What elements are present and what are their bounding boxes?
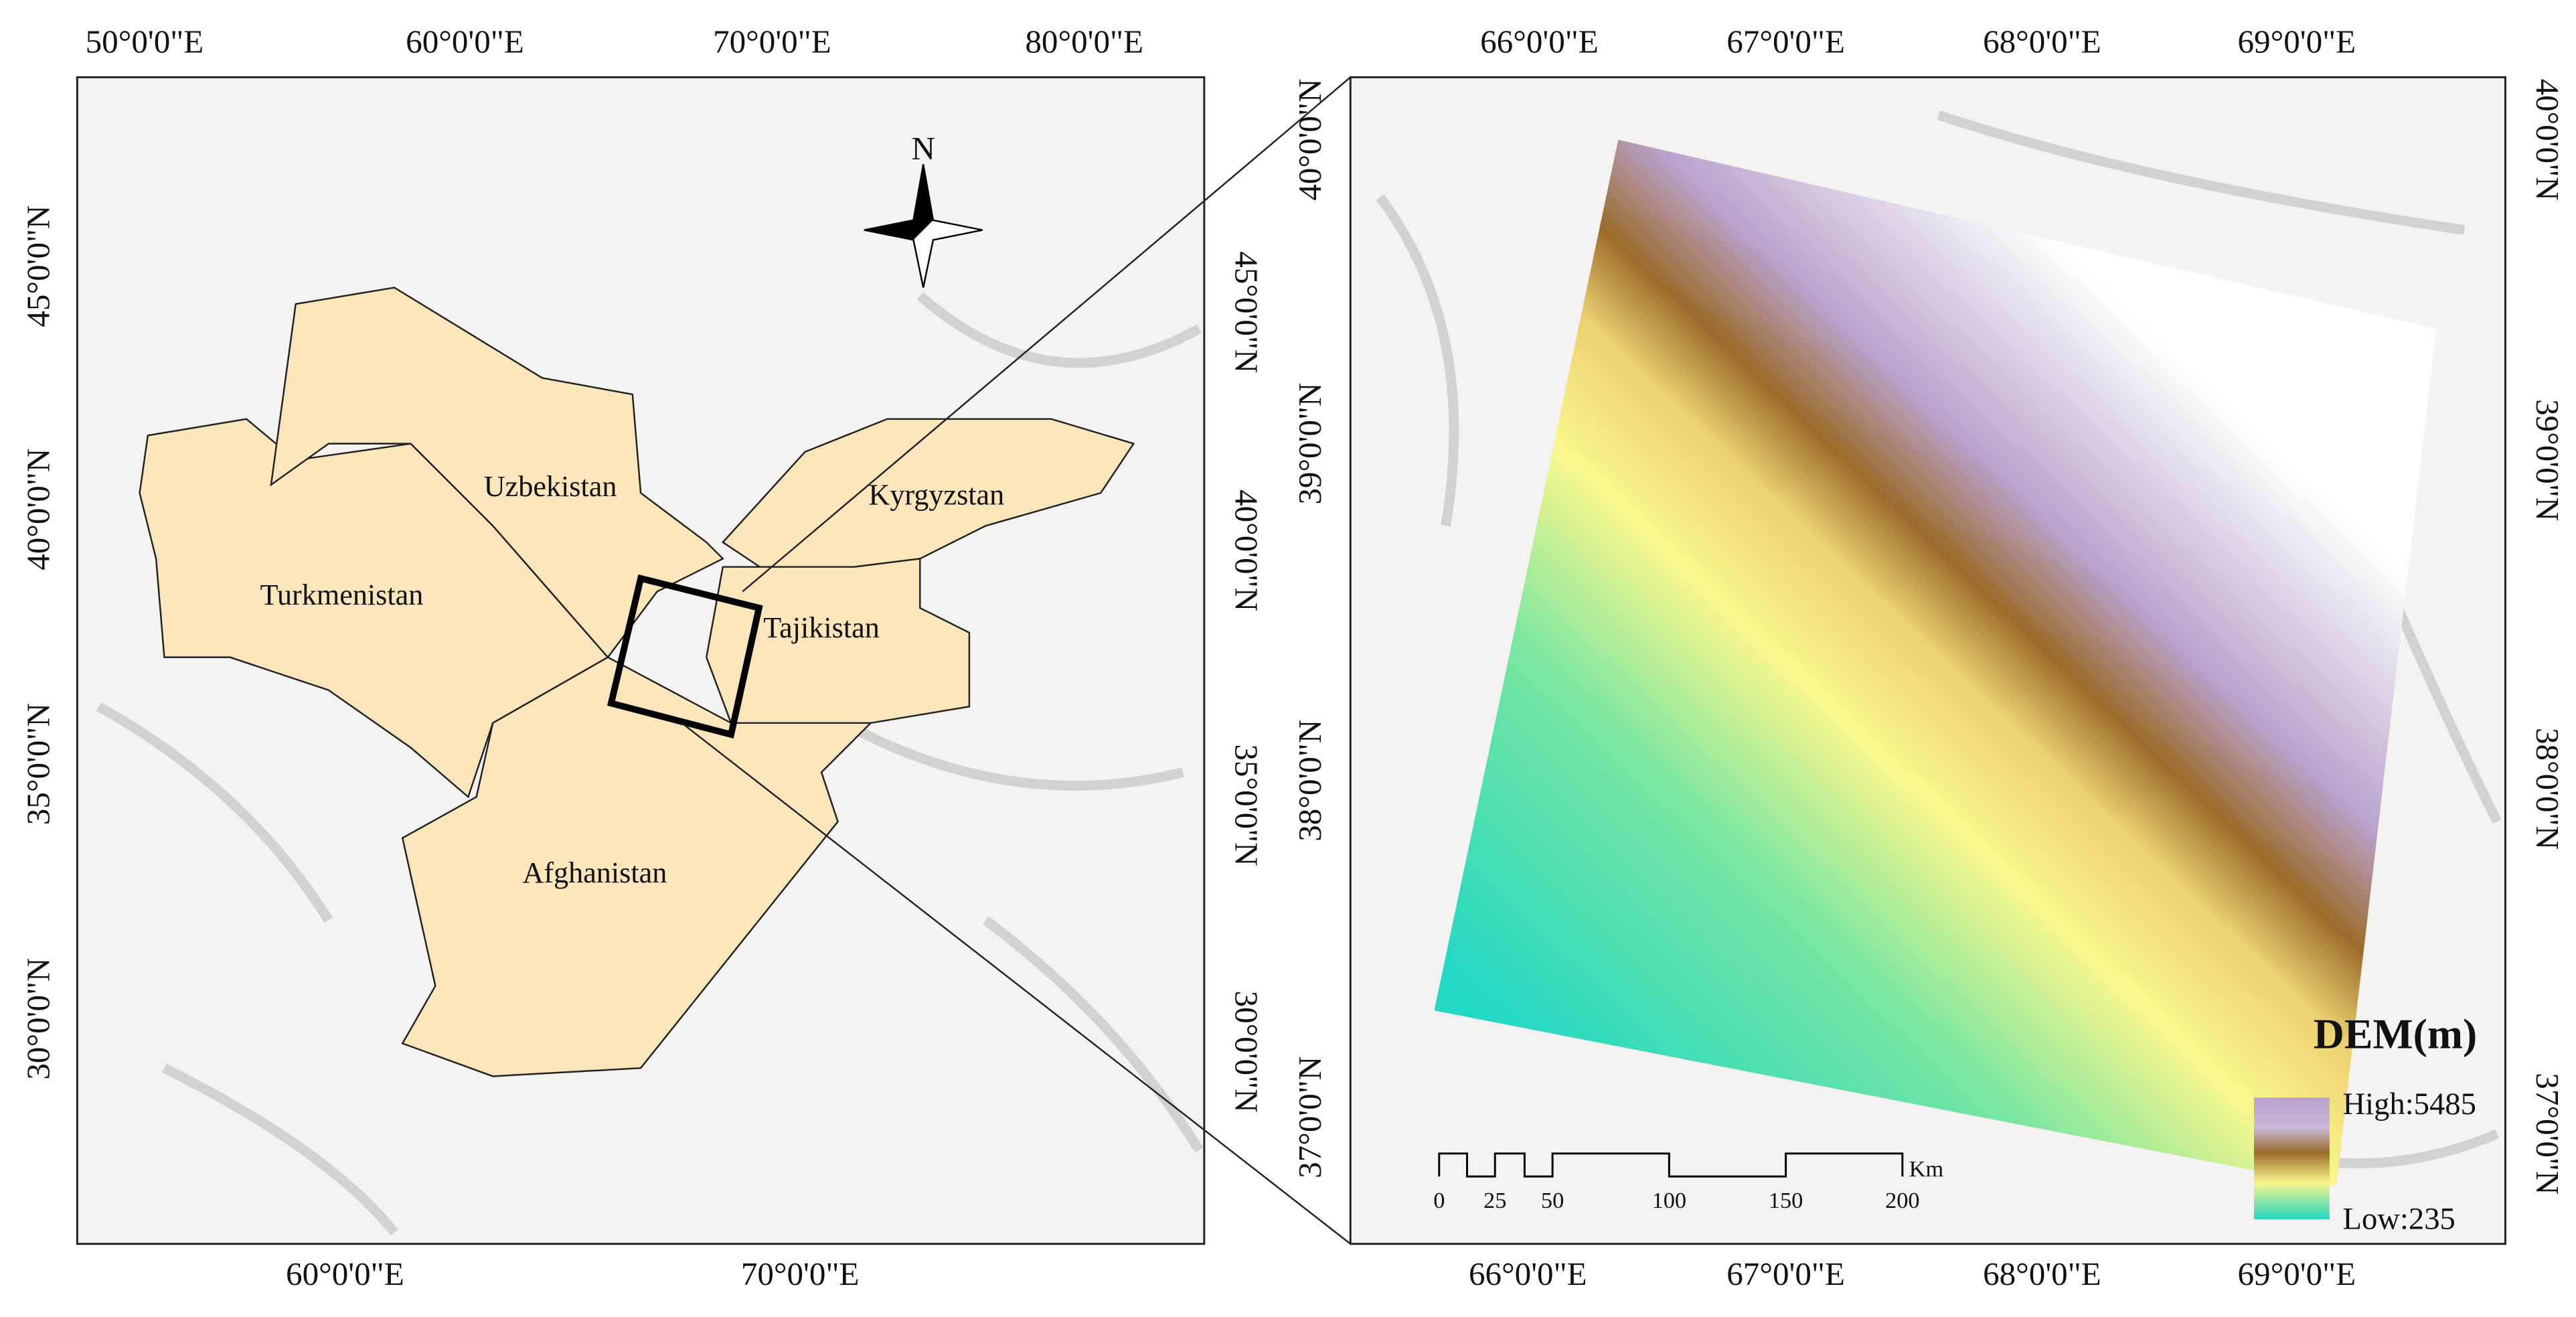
- relief: [96, 292, 1204, 1236]
- axis-label: 66°0'0"E: [1480, 23, 1599, 60]
- axis-label: 37°0'0"N: [2529, 1073, 2566, 1194]
- scale-label: 100: [1652, 1188, 1687, 1213]
- axis-label: 40°0'0"N: [1228, 489, 1265, 611]
- axis-label: 60°0'0"E: [406, 23, 524, 60]
- axis-label: 30°0'0"N: [1228, 991, 1265, 1113]
- legend-high: High:5485: [2343, 1087, 2476, 1121]
- country-label: Kyrgyzstan: [868, 478, 1004, 511]
- axis-label: 45°0'0"N: [20, 206, 57, 327]
- zoom-line: [681, 722, 1352, 1245]
- scale-label: 0: [1433, 1188, 1445, 1213]
- legend-title: DEM(m): [2314, 1010, 2477, 1058]
- country-shape: [401, 656, 873, 1077]
- study-area-box: [607, 574, 763, 739]
- right-map: [1349, 76, 2506, 1245]
- dem-raster: [1434, 139, 2437, 1186]
- axis-label: 39°0'0"N: [2529, 399, 2566, 521]
- left-map: [76, 76, 1206, 1245]
- axis-label: 37°0'0"N: [1291, 1057, 1328, 1178]
- country-label: Afghanistan: [522, 856, 667, 889]
- axis-label: 38°0'0"N: [2529, 728, 2566, 850]
- legend-low: Low:235: [2343, 1202, 2456, 1237]
- scale-bar: [1438, 1152, 1904, 1178]
- axis-label: 30°0'0"N: [20, 958, 57, 1080]
- axis-label: 70°0'0"E: [713, 23, 831, 60]
- axis-label: 40°0'0"N: [1291, 79, 1328, 201]
- axis-label: 39°0'0"N: [1291, 383, 1328, 505]
- country-label: Turkmenistan: [260, 578, 424, 611]
- axis-label: 68°0'0"E: [1983, 1255, 2101, 1292]
- country-label: Tajikistan: [763, 611, 880, 644]
- north-arrow: [864, 164, 983, 288]
- axis-label: 67°0'0"E: [1726, 1255, 1845, 1292]
- relief: [1376, 110, 2502, 1168]
- scale-unit: Km: [1909, 1156, 1944, 1182]
- axis-label: 35°0'0"N: [20, 703, 57, 825]
- axis-label: 60°0'0"E: [286, 1255, 404, 1292]
- country-shape: [270, 287, 724, 659]
- scale-label: 150: [1769, 1188, 1803, 1213]
- scale-label: 200: [1885, 1188, 1920, 1213]
- axis-label: 50°0'0"E: [86, 23, 204, 60]
- country-shape: [705, 558, 971, 741]
- axis-label: 40°0'0"N: [20, 449, 57, 570]
- axis-label: 70°0'0"E: [741, 1255, 860, 1292]
- axis-label: 80°0'0"E: [1025, 23, 1143, 60]
- axis-label: 66°0'0"E: [1469, 1255, 1587, 1292]
- axis-label: 45°0'0"N: [1228, 251, 1265, 373]
- north-label: N: [911, 130, 935, 167]
- country-shape: [139, 418, 609, 799]
- scale-label: 50: [1541, 1188, 1564, 1213]
- legend-colorbar: [2254, 1097, 2330, 1219]
- axis-label: 40°0'0"N: [2529, 79, 2566, 201]
- country-label: Uzbekistan: [484, 470, 617, 503]
- axis-label: 67°0'0"E: [1726, 23, 1845, 60]
- axis-label: 68°0'0"E: [1983, 23, 2101, 60]
- axis-label: 69°0'0"E: [2237, 1255, 2356, 1292]
- zoom-line: [742, 76, 1352, 593]
- axis-label: 38°0'0"N: [1291, 720, 1328, 842]
- axis-label: 35°0'0"N: [1228, 744, 1265, 866]
- axis-label: 69°0'0"E: [2237, 23, 2356, 60]
- scale-label: 25: [1483, 1188, 1506, 1213]
